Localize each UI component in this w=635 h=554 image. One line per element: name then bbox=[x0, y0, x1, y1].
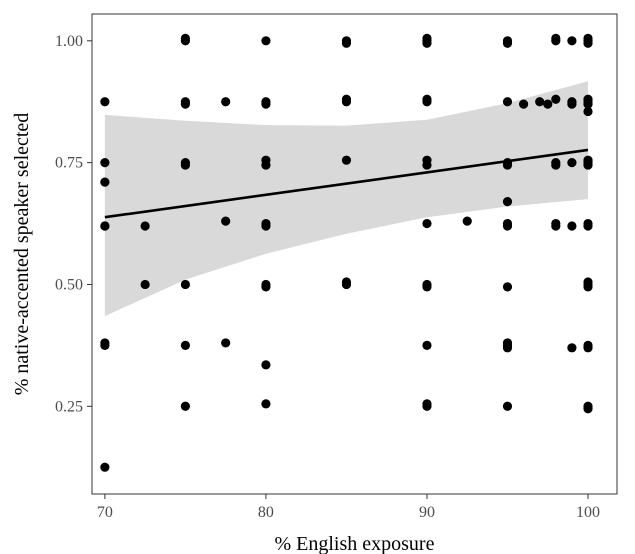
data-point bbox=[583, 160, 593, 170]
data-point bbox=[100, 221, 110, 231]
data-point bbox=[100, 97, 110, 107]
data-point bbox=[261, 282, 271, 292]
data-point bbox=[567, 343, 577, 353]
data-point bbox=[100, 338, 110, 348]
data-point bbox=[180, 401, 190, 411]
data-point bbox=[422, 340, 432, 350]
data-point bbox=[583, 99, 593, 109]
data-point bbox=[221, 216, 231, 226]
x-tick-label: 80 bbox=[258, 504, 274, 521]
data-point bbox=[221, 338, 231, 348]
data-point bbox=[551, 33, 561, 43]
data-point bbox=[180, 33, 190, 43]
data-point bbox=[422, 218, 432, 229]
x-tick-label: 100 bbox=[576, 504, 600, 521]
data-points-layer bbox=[100, 33, 593, 472]
plot-panel-border bbox=[91, 13, 618, 495]
data-point bbox=[140, 221, 150, 231]
x-tick-label: 70 bbox=[97, 504, 113, 521]
data-point bbox=[180, 279, 190, 290]
y-tick-label: 1.00 bbox=[55, 33, 83, 50]
data-point bbox=[583, 404, 593, 414]
data-point bbox=[261, 399, 271, 409]
data-point bbox=[341, 279, 352, 290]
y-tick-label: 0.50 bbox=[55, 276, 83, 293]
confidence-band-layer bbox=[104, 81, 589, 317]
data-point bbox=[502, 282, 513, 292]
data-point bbox=[543, 99, 553, 109]
data-point bbox=[462, 216, 472, 226]
y-axis-ticks: 0.25 0.50 0.75 1.00 bbox=[55, 33, 92, 415]
data-point bbox=[261, 160, 271, 170]
data-point bbox=[502, 38, 513, 48]
fit-line bbox=[104, 148, 589, 219]
data-point bbox=[341, 38, 352, 48]
data-point bbox=[567, 221, 577, 231]
data-point bbox=[583, 221, 593, 231]
data-point bbox=[551, 94, 561, 104]
data-point bbox=[583, 343, 593, 353]
data-point bbox=[502, 221, 513, 231]
data-point bbox=[422, 38, 432, 48]
data-point bbox=[567, 36, 577, 46]
data-point bbox=[502, 343, 513, 353]
data-point bbox=[551, 221, 561, 231]
x-axis-ticks: 70 80 90 100 bbox=[97, 494, 600, 521]
data-point bbox=[261, 221, 271, 231]
data-point bbox=[422, 282, 432, 292]
fit-line-layer bbox=[104, 148, 589, 219]
x-tick-label: 90 bbox=[419, 504, 435, 521]
data-point bbox=[502, 401, 513, 411]
data-point bbox=[502, 97, 513, 107]
data-point bbox=[567, 158, 577, 168]
data-point bbox=[221, 97, 231, 107]
data-point bbox=[341, 155, 352, 165]
data-point bbox=[341, 97, 352, 107]
data-point bbox=[583, 282, 593, 292]
y-axis-title: % native-accented speaker selected bbox=[11, 113, 33, 396]
data-point bbox=[422, 401, 432, 411]
data-point bbox=[100, 462, 110, 472]
data-point bbox=[180, 160, 190, 170]
data-point bbox=[261, 99, 271, 109]
confidence-band bbox=[104, 81, 589, 317]
data-point bbox=[422, 97, 432, 107]
data-point bbox=[551, 160, 561, 170]
data-point bbox=[583, 106, 593, 117]
data-point bbox=[502, 197, 513, 207]
data-point bbox=[261, 36, 271, 46]
data-point bbox=[140, 279, 150, 290]
x-axis-title: % English exposure bbox=[275, 533, 435, 554]
data-point bbox=[567, 99, 577, 109]
y-tick-label: 0.25 bbox=[55, 398, 83, 415]
data-point bbox=[100, 177, 110, 187]
data-point bbox=[261, 360, 271, 370]
data-point bbox=[583, 38, 593, 48]
data-point bbox=[180, 340, 190, 350]
data-point bbox=[519, 99, 529, 109]
data-point bbox=[422, 160, 432, 170]
data-point bbox=[100, 158, 110, 168]
data-point bbox=[180, 99, 190, 109]
data-point bbox=[535, 97, 545, 107]
y-tick-label: 0.75 bbox=[55, 155, 83, 172]
